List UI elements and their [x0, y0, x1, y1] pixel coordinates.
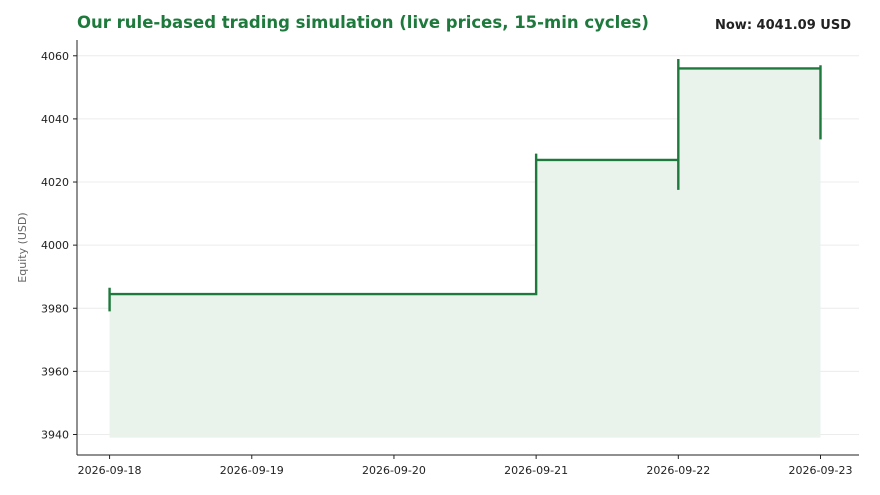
y-tick-label: 4020 [41, 176, 69, 189]
x-ticks: 2026-09-18 2026-09-19 2026-09-20 2026-09-21… [78, 455, 853, 477]
y-tick-label: 3960 [41, 365, 69, 378]
x-tick-label: 2026-09-18 [78, 464, 142, 477]
y-ticks: 3940 3960 3980 4000 4020 4040 4060 [41, 50, 77, 441]
x-tick-label: 2026-09-19 [220, 464, 284, 477]
y-tick-label: 3940 [41, 428, 69, 441]
current-equity-readout: Now: 4041.09 USD [715, 18, 851, 33]
y-tick-label: 4060 [41, 50, 69, 63]
y-axis-label: Equity (USD) [16, 212, 29, 282]
y-tick-label: 4000 [41, 239, 69, 252]
x-tick-label: 2026-09-20 [362, 464, 426, 477]
y-tick-label: 4040 [41, 113, 69, 126]
y-tick-label: 3980 [41, 302, 69, 315]
x-tick-label: 2026-09-23 [789, 464, 853, 477]
equity-line [108, 58, 822, 312]
equity-area-fill [109, 58, 821, 438]
chart-title: Our rule-based trading simulation (live … [77, 13, 649, 32]
x-tick-label: 2026-09-22 [646, 464, 710, 477]
x-tick-label: 2026-09-21 [504, 464, 568, 477]
